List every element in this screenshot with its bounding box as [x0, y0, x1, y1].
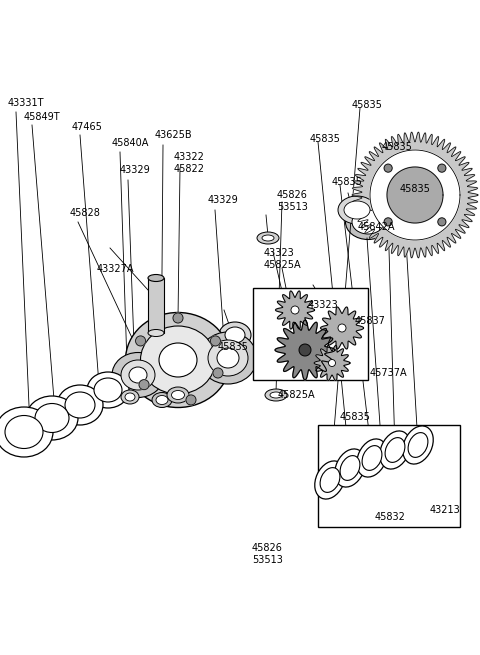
Ellipse shape — [265, 389, 287, 401]
Text: 43323
45825A: 43323 45825A — [264, 248, 301, 270]
Ellipse shape — [217, 348, 239, 368]
Ellipse shape — [338, 196, 376, 224]
Circle shape — [186, 395, 196, 405]
Ellipse shape — [225, 327, 245, 343]
Text: 43625B: 43625B — [155, 130, 192, 140]
Text: 43323: 43323 — [308, 300, 339, 310]
Ellipse shape — [121, 390, 139, 404]
Ellipse shape — [94, 378, 122, 402]
Ellipse shape — [338, 324, 346, 332]
Text: 43329: 43329 — [120, 165, 151, 175]
Bar — [253, 288, 368, 380]
Ellipse shape — [385, 438, 405, 462]
Ellipse shape — [121, 360, 155, 390]
Circle shape — [384, 164, 392, 172]
Ellipse shape — [156, 396, 168, 405]
Ellipse shape — [270, 392, 282, 398]
Text: 45837: 45837 — [355, 316, 386, 326]
Ellipse shape — [129, 367, 147, 383]
Text: 43329: 43329 — [208, 195, 239, 205]
Ellipse shape — [340, 456, 360, 480]
Polygon shape — [370, 150, 460, 240]
Polygon shape — [321, 307, 363, 349]
Ellipse shape — [65, 392, 95, 418]
Ellipse shape — [26, 396, 78, 440]
Ellipse shape — [208, 340, 248, 376]
Circle shape — [139, 380, 149, 390]
Text: 45832: 45832 — [375, 512, 406, 522]
Ellipse shape — [299, 344, 311, 356]
Ellipse shape — [408, 432, 428, 457]
Ellipse shape — [346, 204, 391, 240]
Ellipse shape — [87, 372, 129, 408]
Circle shape — [438, 164, 446, 172]
Bar — [318, 425, 460, 527]
Text: 45835: 45835 — [332, 177, 363, 187]
Polygon shape — [275, 320, 335, 380]
Ellipse shape — [357, 439, 387, 477]
Ellipse shape — [167, 387, 189, 403]
Text: 45835: 45835 — [340, 412, 371, 422]
Text: 45826
53513: 45826 53513 — [252, 543, 283, 565]
Ellipse shape — [152, 392, 172, 407]
Ellipse shape — [362, 445, 382, 470]
Text: 47465: 47465 — [72, 122, 103, 132]
Circle shape — [384, 218, 392, 226]
Text: 43213: 43213 — [430, 505, 461, 515]
Polygon shape — [314, 345, 350, 381]
Text: 45825A: 45825A — [278, 390, 316, 400]
Text: 43331T: 43331T — [8, 98, 45, 108]
Text: 45842A: 45842A — [358, 222, 396, 232]
Circle shape — [135, 336, 145, 346]
Text: 45835: 45835 — [382, 142, 413, 152]
Text: 45835: 45835 — [310, 134, 341, 144]
Ellipse shape — [171, 390, 184, 400]
Ellipse shape — [125, 312, 230, 407]
Polygon shape — [352, 132, 478, 258]
Ellipse shape — [57, 385, 103, 425]
Ellipse shape — [257, 232, 279, 244]
Ellipse shape — [125, 393, 135, 401]
Polygon shape — [387, 167, 443, 223]
Ellipse shape — [262, 235, 274, 241]
Text: 45835: 45835 — [218, 342, 249, 352]
Text: 45826
53513: 45826 53513 — [277, 190, 308, 212]
Ellipse shape — [403, 426, 433, 464]
Ellipse shape — [320, 468, 340, 493]
Ellipse shape — [141, 326, 216, 394]
Text: 45840A: 45840A — [112, 138, 149, 148]
Ellipse shape — [148, 329, 164, 337]
Circle shape — [213, 368, 223, 378]
Ellipse shape — [112, 352, 164, 398]
Circle shape — [210, 336, 220, 346]
Ellipse shape — [315, 461, 345, 499]
Circle shape — [438, 218, 446, 226]
Ellipse shape — [199, 332, 257, 384]
Ellipse shape — [159, 343, 197, 377]
Polygon shape — [276, 291, 314, 329]
Text: 43322
45822: 43322 45822 — [174, 152, 205, 174]
Ellipse shape — [219, 322, 251, 348]
Ellipse shape — [380, 431, 410, 469]
Circle shape — [173, 313, 183, 323]
Text: 45828: 45828 — [70, 208, 101, 218]
Ellipse shape — [335, 449, 365, 487]
Ellipse shape — [0, 407, 53, 457]
Ellipse shape — [35, 403, 69, 432]
Text: 45835: 45835 — [352, 100, 383, 110]
Ellipse shape — [148, 274, 164, 282]
Ellipse shape — [5, 415, 43, 449]
Bar — [148, 278, 164, 333]
Ellipse shape — [291, 306, 299, 314]
Text: 43327A: 43327A — [97, 264, 134, 274]
Text: 45849T: 45849T — [24, 112, 60, 122]
Ellipse shape — [328, 360, 336, 367]
Ellipse shape — [344, 201, 370, 219]
Ellipse shape — [352, 210, 384, 234]
Text: 45835: 45835 — [400, 184, 431, 194]
Text: 45737A: 45737A — [370, 368, 408, 378]
